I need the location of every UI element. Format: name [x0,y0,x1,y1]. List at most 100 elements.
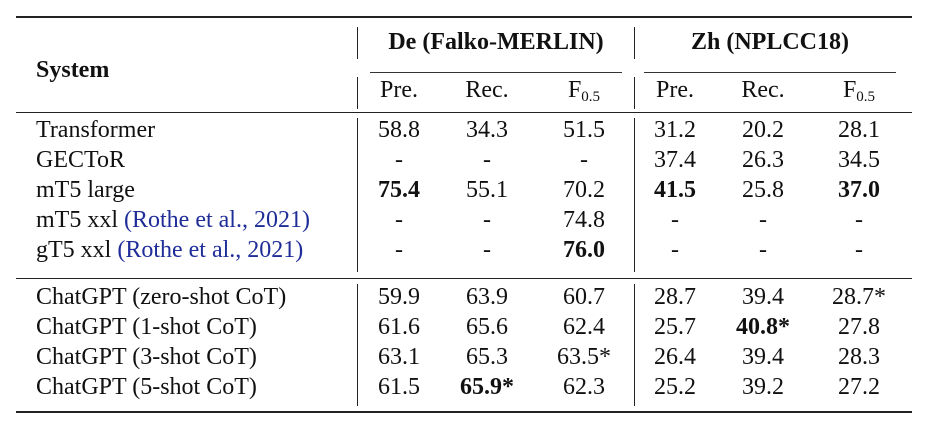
header-vbar-3 [357,77,358,109]
table-cell: 25.2 [654,374,696,400]
table-cell: - [855,207,863,233]
group-rule-zh [644,72,896,73]
system-name: ChatGPT (5-shot CoT) [36,373,257,401]
table-cell: - [671,207,679,233]
table-cell: - [671,237,679,263]
system-header: System [36,57,110,83]
system-label: GECToR [36,147,125,173]
table-cell: 27.8 [838,314,880,340]
body-vbar-1a [357,118,358,272]
table-cell: 28.3 [838,344,880,370]
metric-header: Pre. [656,77,694,103]
table-cell: 65.3 [466,344,508,370]
table-cell: 59.9 [378,284,420,310]
table-cell: 39.2 [742,374,784,400]
system-name: gT5 xxl (Rothe et al., 2021) [36,236,303,264]
table-cell: 58.8 [378,117,420,143]
f-subscript: 0.5 [856,89,876,105]
table-cell: - [483,207,491,233]
group-separator-rule [16,278,912,279]
system-name: ChatGPT (1-shot CoT) [36,313,257,341]
group-header-zh: Zh (NPLCC18) [690,29,850,55]
table-cell: 65.6 [466,314,508,340]
f-subscript: 0.5 [581,89,601,105]
metric-header: F0.5 [568,76,600,111]
table-cell: 63.1 [378,344,420,370]
system-label: mT5 large [36,177,135,203]
table-cell: 70.2 [563,177,605,203]
metric-header: Pre. [380,77,418,103]
system-label: mT5 xxl [36,207,124,233]
table-cell: 51.5 [563,117,605,143]
citation-link[interactable]: (Rothe et al., 2021) [117,237,304,263]
table-cell: 26.4 [654,344,696,370]
table-cell: - [855,237,863,263]
table-cell: - [759,237,767,263]
system-name: ChatGPT (zero-shot CoT) [36,283,286,311]
bottom-rule [16,411,912,413]
f-label: F [842,77,857,103]
table-cell: 39.4 [742,284,784,310]
metric-header: Rec. [465,77,509,103]
metric-header: F0.5 [843,76,875,111]
body-vbar-1b [357,284,358,406]
system-name: mT5 xxl (Rothe et al., 2021) [36,206,310,234]
top-rule [16,16,912,18]
table-cell: 60.7 [563,284,605,310]
table-cell: 37.0 [838,177,880,203]
system-label: ChatGPT (1-shot CoT) [36,314,257,340]
table-cell: 26.3 [742,147,784,173]
table-cell: 20.2 [742,117,784,143]
system-label: ChatGPT (5-shot CoT) [36,374,257,400]
header-vbar-2 [634,27,635,59]
table-cell: - [395,147,403,173]
table-cell: 74.8 [563,207,605,233]
table-cell: 37.4 [654,147,696,173]
table-cell: 61.6 [378,314,420,340]
table-cell: - [483,147,491,173]
table-cell: 55.1 [466,177,508,203]
system-name: ChatGPT (3-shot CoT) [36,343,257,371]
body-vbar-2a [634,118,635,272]
header-vbar-1 [357,27,358,59]
header-vbar-4 [634,77,635,109]
table-cell: - [483,237,491,263]
group-rule-de [370,72,622,73]
table-cell: 25.8 [742,177,784,203]
table-cell: 31.2 [654,117,696,143]
table-cell: 63.5* [557,344,611,370]
table-cell: 25.7 [654,314,696,340]
table-cell: 76.0 [563,237,605,263]
table-cell: 28.7 [654,284,696,310]
table-cell: 27.2 [838,374,880,400]
system-label: gT5 xxl [36,237,118,263]
group-header-de: De (Falko-MERLIN) [388,29,604,55]
table-cell: 41.5 [654,177,696,203]
table-cell: 34.5 [838,147,880,173]
table-cell: 39.4 [742,344,784,370]
table-cell: 34.3 [466,117,508,143]
body-vbar-2b [634,284,635,406]
f-label: F [567,77,582,103]
metric-header: Rec. [741,77,785,103]
system-name: Transformer [36,116,155,144]
system-name: GECToR [36,146,125,174]
table-cell: - [759,207,767,233]
system-name: mT5 large [36,176,135,204]
header-rule [16,112,912,113]
system-label: Transformer [36,117,156,143]
table-cell: - [395,237,403,263]
table-cell: 62.3 [563,374,605,400]
table-cell: 61.5 [378,374,420,400]
table-cell: 28.7* [832,284,886,310]
table-cell: 28.1 [838,117,880,143]
table-cell: 65.9* [460,374,514,400]
table-cell: 63.9 [466,284,508,310]
system-label: ChatGPT (zero-shot CoT) [36,284,287,310]
table-cell: 75.4 [378,177,420,203]
table-cell: 40.8* [736,314,790,340]
table-cell: - [580,147,588,173]
citation-link[interactable]: (Rothe et al., 2021) [124,207,310,233]
table-cell: 62.4 [563,314,605,340]
system-label: ChatGPT (3-shot CoT) [36,344,257,370]
